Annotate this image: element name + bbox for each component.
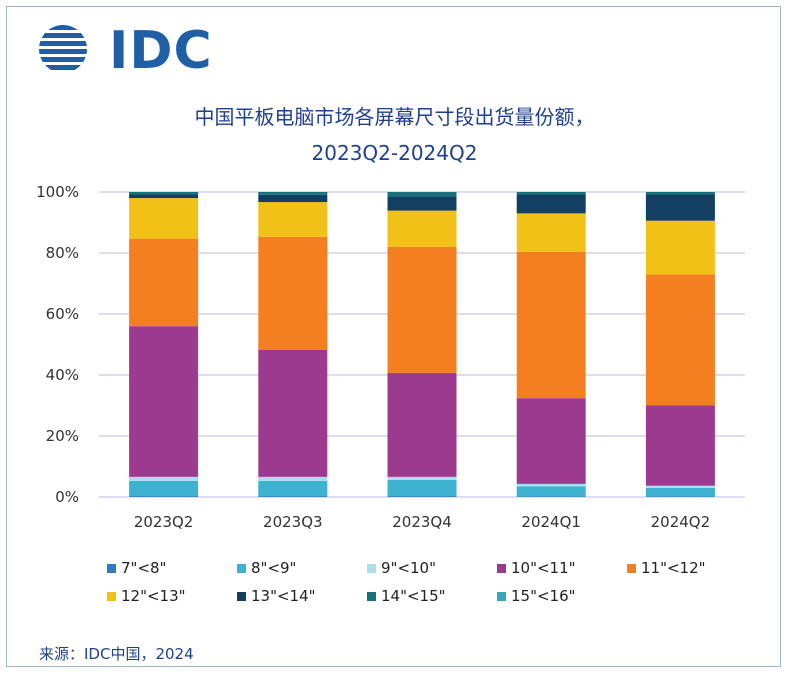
y-tick-label: 0%: [55, 488, 79, 506]
x-tick-label: 2023Q4: [392, 513, 452, 531]
bar-segment: [258, 480, 328, 497]
globe-icon: [39, 25, 87, 70]
legend-item: 14"<15": [367, 587, 446, 605]
bar-segment: [516, 192, 586, 195]
bar-segment: [645, 487, 715, 497]
bar-segment: [516, 483, 586, 487]
legend-item: 8"<9": [237, 559, 296, 577]
y-tick-label: 60%: [46, 305, 79, 323]
legend-label: 12"<13": [121, 587, 186, 605]
bar-segment: [129, 192, 199, 195]
bar-segment: [516, 496, 586, 497]
legend-label: 13"<14": [251, 587, 316, 605]
bar-segment: [387, 479, 457, 497]
bar-segment: [258, 236, 328, 350]
legend-label: 10"<11": [511, 559, 576, 577]
bar-segment: [258, 192, 328, 195]
legend-swatch: [627, 563, 636, 573]
bar-segment: [516, 194, 586, 214]
legend-swatch: [107, 591, 116, 601]
bar-segment: [387, 476, 457, 480]
bar-segment: [129, 198, 199, 239]
bar-segment: [387, 210, 457, 247]
chart-title-line1: 中国平板电脑市场各屏幕尺寸段出货量份额，: [194, 105, 595, 129]
bar-segment: [129, 326, 199, 477]
legend-item: 10"<11": [497, 559, 576, 577]
logo-text: IDC: [109, 21, 213, 81]
bar-segment: [258, 476, 328, 481]
legend-label: 8"<9": [251, 559, 297, 577]
bar-segment: [258, 349, 328, 477]
bar-segment: [258, 202, 328, 237]
bar-segment: [387, 496, 457, 497]
y-tick-label: 20%: [46, 427, 79, 445]
source-note: 来源：IDC中国，2024: [39, 645, 194, 663]
bar-segment: [645, 194, 715, 221]
bar-segment: [387, 196, 457, 211]
legend-swatch: [367, 563, 376, 573]
bar-segment: [516, 251, 586, 399]
bar-segment: [645, 405, 715, 486]
legend-label: 15"<16": [511, 587, 576, 605]
legend-label: 7"<8": [121, 559, 167, 577]
bar-segment: [387, 192, 457, 197]
y-tick-label: 80%: [46, 244, 79, 262]
y-tick-label: 100%: [36, 183, 79, 201]
legend-swatch: [497, 563, 506, 573]
bar-segment: [129, 496, 199, 497]
bar-segment: [129, 480, 199, 497]
legend-item: 11"<12": [627, 559, 706, 577]
bar-segment: [645, 192, 715, 195]
chart-title-line2: 2023Q2-2024Q2: [311, 141, 478, 165]
legend-swatch: [237, 563, 246, 573]
bar-segment: [645, 485, 715, 488]
legend-item: 13"<14": [237, 587, 316, 605]
legend-swatch: [237, 591, 246, 601]
bar-segment: [516, 398, 586, 484]
bar-segment: [516, 213, 586, 252]
legend-item: 9"<10": [367, 559, 436, 577]
x-tick-label: 2023Q2: [134, 513, 194, 531]
x-tick-label: 2023Q3: [263, 513, 323, 531]
x-tick-label: 2024Q1: [521, 513, 581, 531]
bar-segment: [645, 496, 715, 497]
chart-frame: IDC 中国平板电脑市场各屏幕尺寸段出货量份额， 2023Q2-2024Q2 0…: [6, 6, 781, 667]
bar-segment: [645, 220, 715, 275]
bar-segment: [516, 486, 586, 497]
legend-item: 12"<13": [107, 587, 186, 605]
legend-label: 11"<12": [641, 559, 706, 577]
legend-label: 9"<10": [381, 559, 436, 577]
x-tick-label: 2024Q2: [651, 513, 711, 531]
bar-segment: [387, 372, 457, 477]
legend-label: 14"<15": [381, 587, 446, 605]
y-tick-label: 40%: [46, 366, 79, 384]
legend-swatch: [497, 591, 506, 601]
legend-item: 15"<16": [497, 587, 576, 605]
bar-segment: [129, 476, 199, 481]
legend-item: 7"<8": [107, 559, 166, 577]
stacked-bar-chart: 0% 20% 40% 60% 80% 100% 2023Q2 2023Q3 2023Q4 2024…: [36, 183, 745, 531]
bar-segment: [129, 194, 199, 199]
legend-swatch: [107, 563, 116, 573]
bar-segment: [387, 246, 457, 373]
legend-swatch: [367, 591, 376, 601]
bar-segment: [258, 496, 328, 497]
bar-segment: [258, 194, 328, 203]
idc-logo: IDC: [33, 21, 212, 81]
bar-segment: [645, 274, 715, 406]
bar-segment: [129, 238, 199, 327]
